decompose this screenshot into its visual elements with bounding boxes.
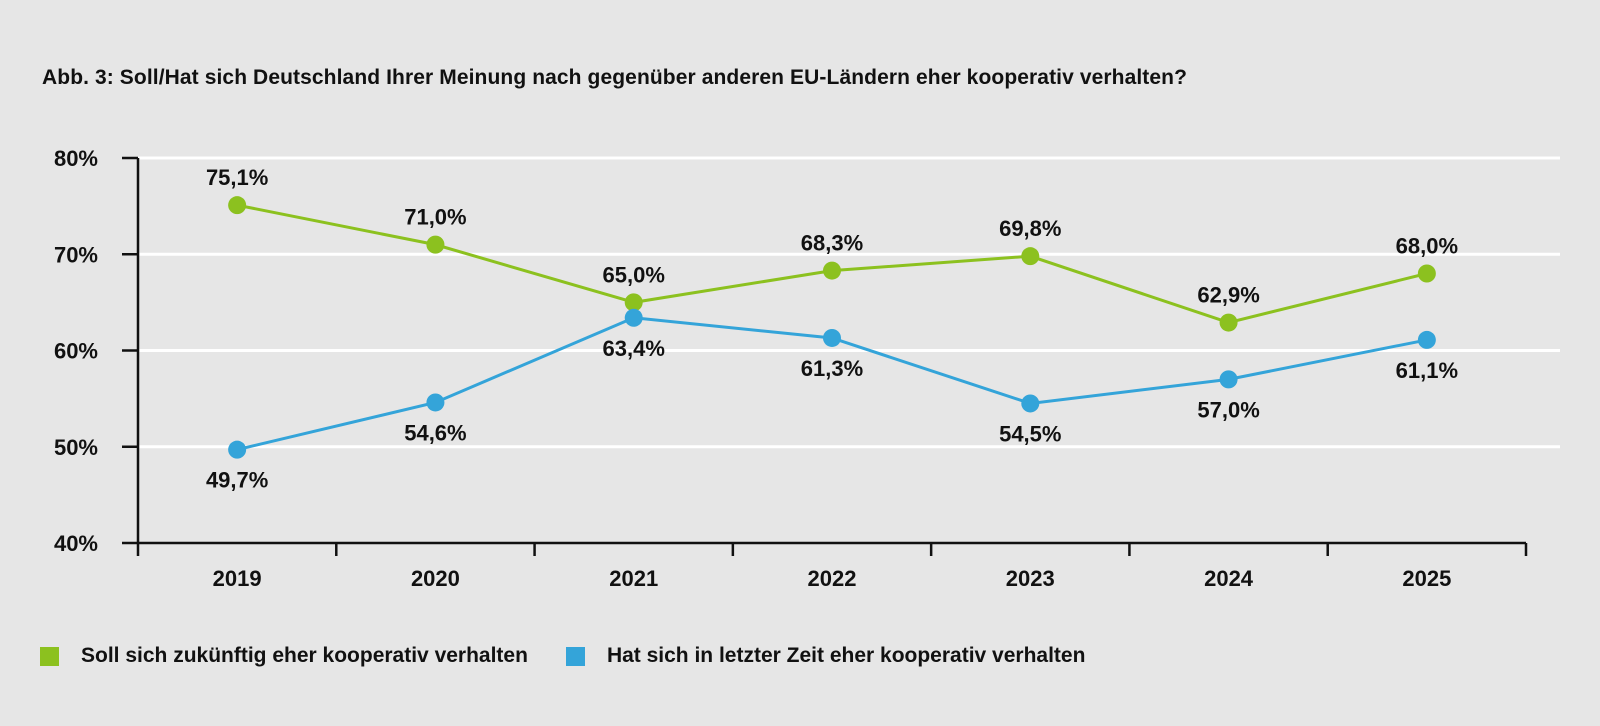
x-tick-label: 2023 [1006, 566, 1055, 591]
data-label: 75,1% [206, 165, 268, 190]
data-label: 54,6% [404, 420, 466, 445]
x-tick-label: 2025 [1402, 566, 1451, 591]
x-tick-label: 2024 [1204, 566, 1254, 591]
data-label: 62,9% [1197, 283, 1259, 308]
data-label: 68,0% [1396, 234, 1458, 259]
legend-label-soll: Soll sich zukünftig eher kooperativ verh… [81, 644, 528, 667]
data-label: 69,8% [999, 216, 1061, 241]
x-tick-label: 2021 [609, 566, 658, 591]
data-label: 61,3% [801, 356, 863, 381]
x-tick-label: 2022 [808, 566, 857, 591]
y-tick-label: 60% [54, 339, 98, 364]
data-label: 68,3% [801, 231, 863, 256]
y-tick-label: 40% [54, 531, 98, 556]
data-point [1219, 313, 1238, 332]
data-label: 49,7% [206, 468, 268, 493]
data-label: 54,5% [999, 421, 1061, 446]
legend-swatch-hat [565, 646, 585, 666]
data-label: 63,4% [603, 336, 665, 361]
data-point [1219, 370, 1238, 389]
data-label: 61,1% [1396, 358, 1458, 383]
legend-label-hat: Hat sich in letzter Zeit eher kooperativ… [606, 644, 1086, 667]
data-label: 57,0% [1197, 397, 1259, 422]
legend-item-soll: Soll sich zukünftig eher kooperativ verh… [40, 644, 528, 668]
y-tick-label: 70% [54, 242, 98, 267]
data-point [228, 440, 247, 459]
data-point [228, 196, 247, 215]
x-tick-label: 2019 [213, 566, 262, 591]
data-point [823, 328, 841, 347]
y-tick-label: 50% [54, 435, 98, 460]
y-tick-label: 80% [54, 146, 98, 171]
data-point [624, 308, 643, 327]
chart-title: Abb. 3: Soll/Hat sich Deutschland Ihrer … [42, 66, 1188, 89]
data-point [624, 293, 643, 312]
x-tick-label: 2020 [411, 566, 460, 591]
data-point [1021, 247, 1040, 266]
data-point [426, 235, 445, 254]
data-point [1417, 264, 1436, 283]
data-point [426, 393, 445, 412]
data-label: 65,0% [603, 262, 665, 287]
data-point [1417, 330, 1436, 349]
legend-item-hat: Hat sich in letzter Zeit eher kooperativ… [565, 644, 1086, 668]
legend-swatch-soll [40, 646, 59, 666]
legend: Soll sich zukünftig eher kooperativ verh… [40, 644, 1123, 668]
data-point [823, 261, 841, 280]
data-label: 71,0% [404, 205, 466, 230]
data-point [1021, 394, 1040, 413]
